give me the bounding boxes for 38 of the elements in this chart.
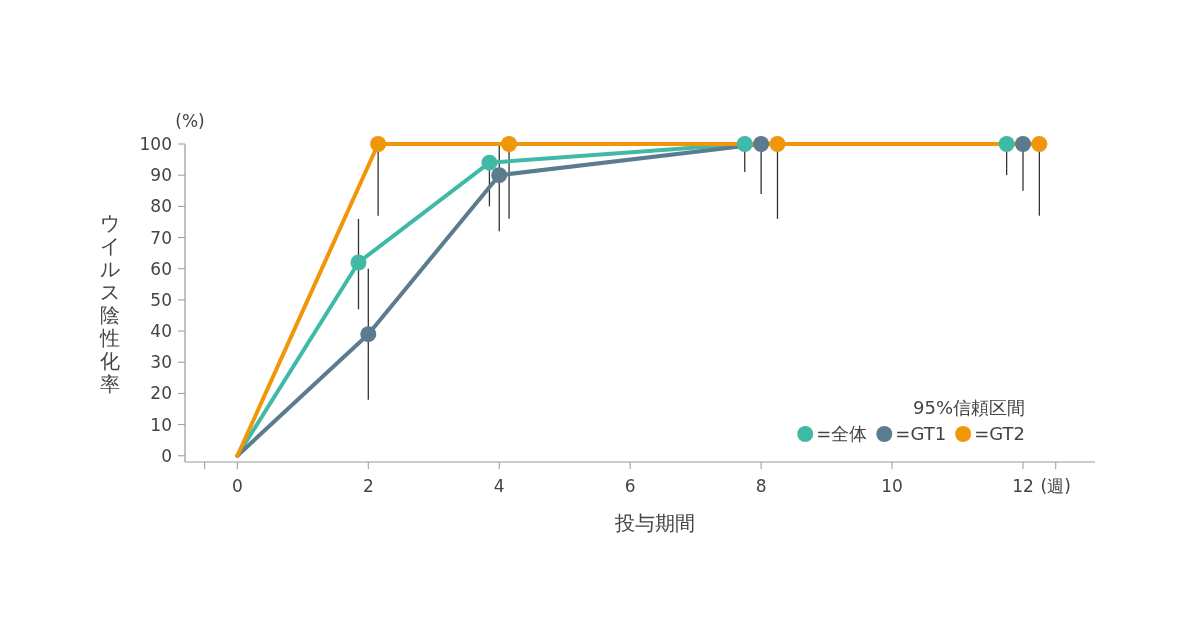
point: [736, 136, 753, 152]
y-tick-label: 30: [150, 352, 172, 373]
y-axis-title: ウイルス陰性化率: [99, 210, 120, 396]
y-tick-label: 90: [150, 165, 172, 186]
y-tick-label: 80: [150, 196, 172, 217]
legend-title: 95%信頼区間: [912, 397, 1025, 418]
legend-label: =全体: [816, 423, 868, 444]
x-tick-label: 6: [624, 476, 636, 496]
y-tick-label: 20: [150, 383, 172, 404]
x-tick-label: 12: [1012, 476, 1034, 496]
x-axis-title: 投与期間: [614, 511, 695, 535]
y-tick-label: 50: [150, 289, 172, 310]
text: (%): [175, 111, 205, 131]
point: [1031, 136, 1048, 152]
x-tick-label: 10: [881, 476, 903, 496]
x-tick-label: (週): [1040, 476, 1071, 496]
x-tick-label: 8: [755, 476, 767, 496]
y-tick-label: 70: [150, 227, 172, 248]
point: [501, 136, 518, 152]
y-tick-label: 0: [161, 445, 172, 466]
legend-label: =GT1: [895, 423, 947, 444]
point: [350, 254, 367, 271]
point: [1014, 136, 1031, 152]
point: [370, 136, 387, 152]
y-tick-label: 10: [150, 414, 172, 435]
point: [481, 154, 498, 171]
point: [769, 136, 786, 152]
y-tick-label: 60: [150, 258, 172, 279]
legend-label: =GT2: [974, 423, 1025, 444]
y-tick-label: 40: [150, 321, 172, 342]
point: [998, 136, 1015, 152]
x-tick-label: 0: [231, 476, 243, 496]
point: [491, 167, 508, 184]
x-tick-label: 2: [362, 476, 374, 496]
x-tick-label: 4: [493, 476, 505, 496]
y-tick-label: 100: [139, 134, 172, 154]
point: [360, 326, 377, 343]
point: [753, 136, 770, 152]
